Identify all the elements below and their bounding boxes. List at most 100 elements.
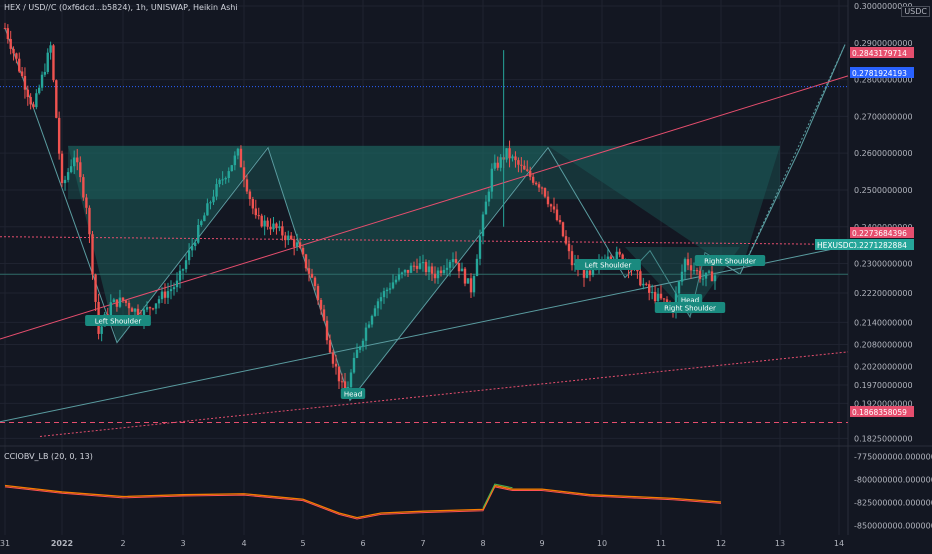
candle-body	[505, 148, 508, 160]
annotation-badge	[340, 388, 366, 399]
candle-body	[181, 269, 185, 271]
candle-body	[427, 266, 431, 273]
candle-body	[18, 58, 21, 72]
candle-body	[307, 268, 311, 274]
candle-body	[85, 197, 88, 208]
currency-badge[interactable]: USDC	[901, 6, 930, 17]
candle-body	[537, 184, 541, 188]
candle-body	[322, 309, 326, 321]
price-label-box	[850, 67, 914, 78]
candle-body	[206, 203, 209, 216]
candle-body	[564, 236, 568, 244]
candle-body	[79, 162, 82, 178]
candle-body	[313, 277, 317, 287]
candle-body	[43, 71, 47, 75]
candle-body	[588, 270, 592, 276]
candle-body	[209, 202, 212, 204]
y-tick-label: 0.1825000000	[854, 434, 913, 443]
candle-body	[269, 226, 272, 230]
y-tick-label: 0.2800000000	[854, 76, 913, 85]
candle-body	[239, 148, 243, 168]
candle-body	[38, 87, 41, 94]
y-tick-label: 0.1920000000	[854, 399, 913, 408]
annotation-badge	[654, 302, 726, 313]
candle-body	[281, 226, 284, 236]
candle-body	[245, 179, 249, 192]
candle-body	[567, 243, 571, 252]
candle-body	[145, 307, 149, 310]
candle-body	[662, 298, 666, 300]
candle-body	[394, 279, 398, 283]
candle-body	[642, 283, 645, 286]
candle-body	[272, 223, 275, 230]
candle-body	[130, 308, 134, 312]
candle-body	[257, 215, 260, 217]
candle-body	[60, 153, 64, 184]
price-label: 0.2273684396	[852, 229, 907, 238]
candle-body	[686, 259, 690, 266]
y-tick-label: 0.2500000000	[854, 186, 913, 195]
candle-body	[653, 291, 657, 302]
candle-body	[230, 165, 233, 172]
candle-body	[460, 268, 464, 272]
y-tick-label: 0.2080000000	[854, 340, 913, 349]
candle-body	[236, 148, 240, 156]
candle-body	[29, 97, 32, 105]
candle-body	[591, 269, 595, 276]
candle-body	[334, 363, 338, 367]
candle-body	[418, 263, 422, 269]
candle-body	[304, 254, 308, 269]
candle-body	[469, 278, 473, 293]
left-shoulder-zone	[68, 145, 268, 343]
candle-body	[713, 275, 717, 282]
price-label: 0.2843179714	[852, 49, 907, 58]
candle-body	[136, 308, 140, 317]
x-tick-label: 3	[180, 539, 185, 548]
candle-body	[63, 179, 67, 184]
candle-body	[157, 299, 161, 304]
price-label: 0.2271282884	[852, 241, 907, 250]
candle-body	[349, 372, 353, 388]
candle-body	[127, 302, 131, 309]
candle-body	[707, 271, 711, 273]
candle-body	[457, 262, 461, 272]
candle-body	[391, 282, 395, 289]
candle-body	[695, 270, 699, 272]
candle-body	[526, 169, 529, 171]
candle-body	[15, 53, 18, 59]
candle-body	[648, 284, 651, 293]
candle-body	[115, 299, 119, 307]
candle-body	[224, 177, 227, 180]
candle-body	[585, 270, 589, 278]
annotation-label: Right Shoulder	[704, 258, 756, 266]
candle-body	[621, 254, 624, 263]
candle-body	[508, 148, 511, 159]
candle-body	[534, 182, 538, 185]
candle-body	[151, 308, 155, 310]
candle-body	[352, 357, 356, 373]
candle-body	[118, 297, 122, 307]
candle-body	[20, 71, 24, 76]
candle-body	[665, 299, 669, 304]
candle-body	[493, 162, 496, 169]
x-tick-label: 9	[539, 539, 544, 548]
candle-body	[424, 262, 428, 273]
y-tick-label: 0.1970000000	[854, 381, 913, 390]
candle-body	[561, 222, 565, 237]
x-tick-label: 8	[480, 539, 485, 548]
candle-body	[91, 234, 94, 275]
candle-body	[454, 259, 458, 263]
obv-green-segment	[482, 483, 513, 509]
candle-body	[340, 381, 344, 383]
price-label: 0.1868358059	[852, 408, 907, 417]
indicator-title: CCIOBV_LB (20, 0, 13)	[4, 452, 93, 461]
candle-body	[197, 225, 200, 243]
candle-body	[319, 300, 323, 310]
candle-body	[650, 291, 654, 293]
candle-body	[481, 214, 485, 237]
candle-body	[100, 326, 103, 334]
